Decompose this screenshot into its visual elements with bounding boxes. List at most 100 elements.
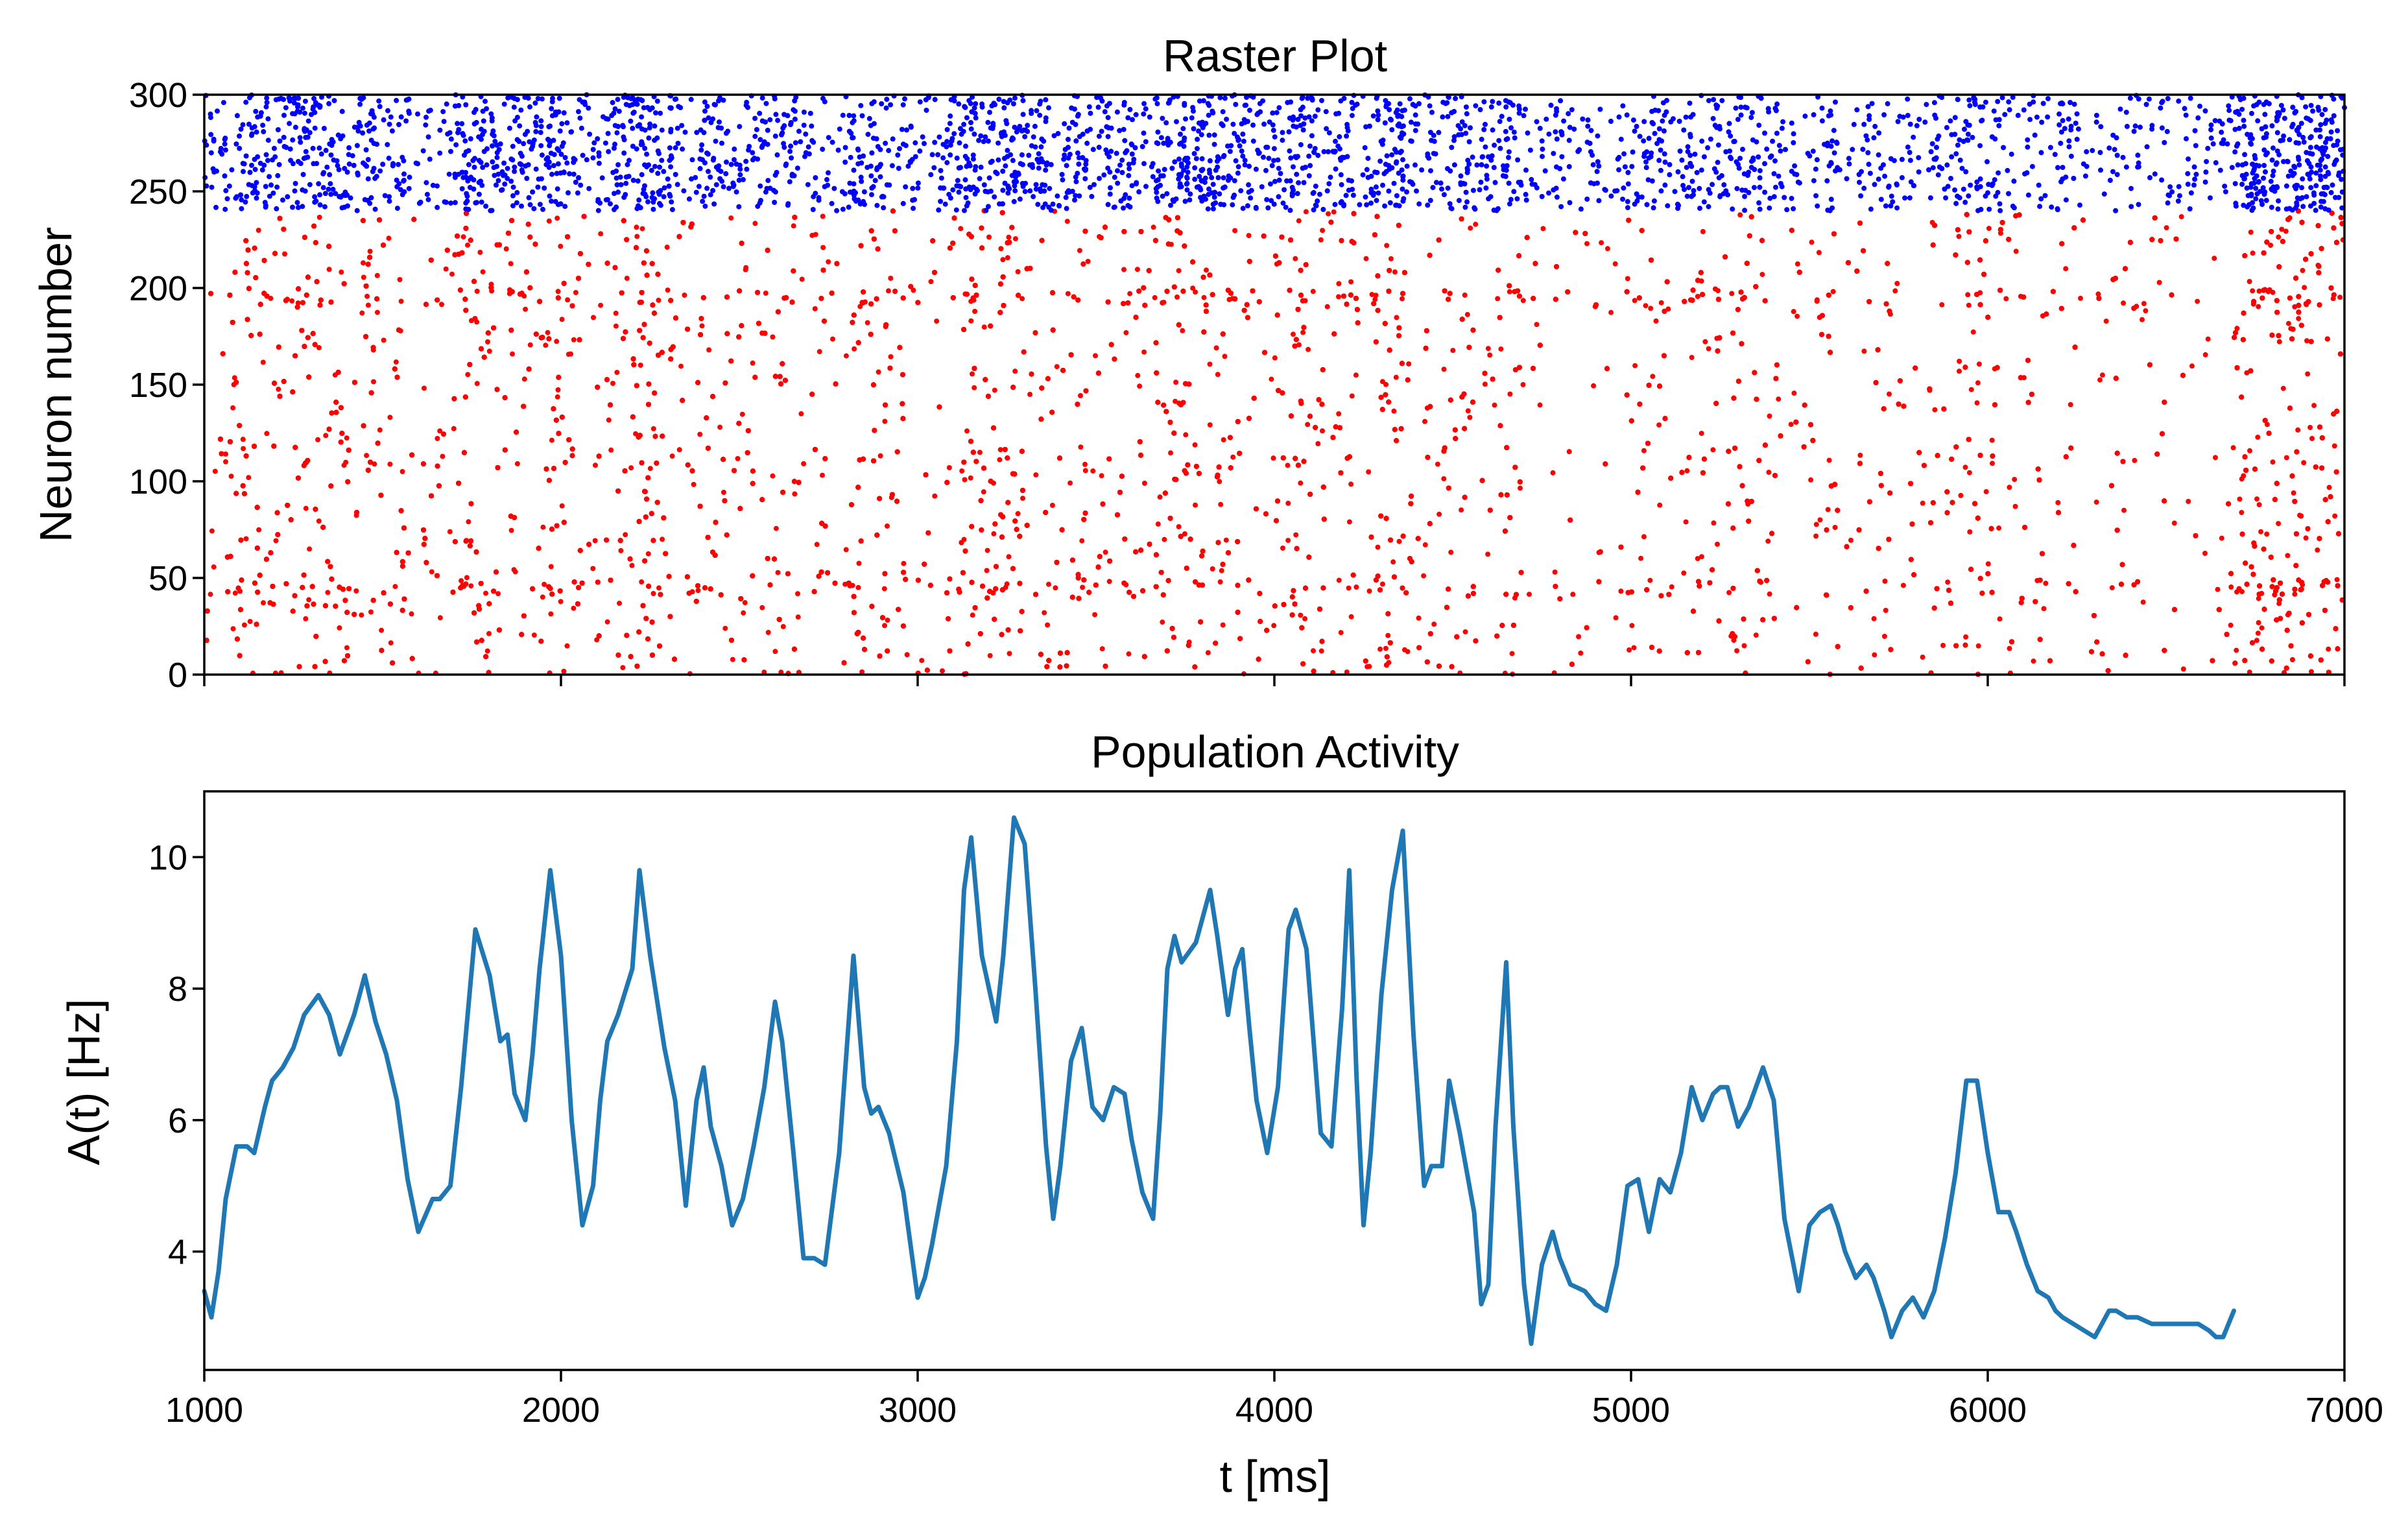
spike — [1534, 322, 1540, 328]
spike — [1966, 470, 1972, 475]
spike — [2285, 553, 2291, 558]
spike — [2211, 256, 2217, 261]
spike — [1975, 643, 1981, 649]
spike — [2331, 443, 2337, 449]
spike — [986, 234, 992, 240]
spike — [464, 575, 470, 581]
spike — [1141, 481, 1147, 486]
spike — [1702, 339, 1708, 344]
spike — [2234, 326, 2240, 331]
spike — [548, 564, 554, 570]
spike — [2234, 647, 2239, 653]
spike — [1007, 651, 1012, 656]
spike — [2254, 638, 2259, 643]
spike — [1957, 359, 1962, 364]
spike — [2097, 377, 2103, 383]
spike — [571, 337, 577, 342]
raster-ylabel: Neuron number — [30, 227, 81, 542]
spike — [928, 279, 934, 285]
spike — [1759, 272, 1765, 278]
spike — [1578, 650, 1584, 656]
spike — [379, 627, 385, 633]
spike — [1383, 645, 1389, 651]
spike — [1576, 634, 1582, 640]
spike — [885, 523, 890, 529]
spike — [437, 615, 443, 621]
spike — [699, 323, 705, 329]
spike — [2247, 279, 2252, 284]
spike — [628, 465, 634, 471]
spike — [474, 381, 480, 387]
spike — [514, 461, 520, 466]
spike — [2093, 499, 2099, 505]
spike — [2337, 294, 2343, 300]
spike — [1336, 281, 1342, 287]
spike — [1710, 447, 1716, 453]
spike — [1162, 536, 1167, 542]
spike — [773, 525, 779, 531]
spike — [1296, 342, 1302, 348]
spike — [554, 394, 560, 400]
spike — [1882, 579, 1888, 584]
spike — [1082, 461, 1088, 467]
spike — [1366, 664, 1372, 669]
spike — [1983, 489, 1989, 494]
spike — [449, 271, 455, 277]
raster-title: Raster Plot — [1163, 30, 1387, 81]
spike — [1046, 581, 1051, 587]
spike — [1082, 468, 1088, 474]
spike — [656, 585, 662, 591]
spike — [2247, 448, 2252, 453]
spike — [664, 245, 670, 250]
spike — [1217, 479, 1222, 485]
spike — [377, 427, 383, 433]
spike — [1830, 289, 1836, 294]
spike — [1384, 243, 1390, 248]
spike — [722, 625, 728, 631]
spike — [1204, 267, 1209, 273]
spike — [531, 632, 537, 638]
spike — [1608, 309, 1614, 315]
spike — [1436, 511, 1442, 517]
spike — [817, 349, 822, 355]
spike — [594, 637, 600, 643]
spike — [1650, 374, 1656, 379]
spike — [2256, 620, 2261, 625]
spike — [1990, 461, 1995, 466]
spike — [770, 473, 776, 479]
spike — [1134, 267, 1140, 272]
spike — [2315, 547, 2320, 553]
spike — [1422, 418, 1427, 424]
spike — [247, 619, 253, 625]
spike — [559, 317, 565, 322]
spike — [521, 293, 527, 299]
spike — [669, 453, 675, 459]
spike — [623, 532, 628, 538]
spike — [706, 347, 712, 353]
spike — [1373, 293, 1379, 298]
spike — [323, 433, 329, 438]
spike — [2326, 485, 2332, 490]
spike — [326, 267, 332, 272]
spike — [1495, 296, 1501, 302]
spike — [2012, 503, 2018, 509]
spike — [256, 527, 262, 533]
spike — [791, 223, 796, 229]
spike — [246, 475, 252, 481]
spike — [604, 619, 610, 625]
spike — [1092, 612, 1098, 618]
spike — [1192, 442, 1198, 448]
spike — [1766, 470, 1772, 475]
spike — [2256, 304, 2261, 309]
spike — [437, 428, 443, 434]
spike — [759, 605, 765, 610]
spike — [1665, 306, 1671, 312]
spike — [598, 231, 604, 237]
spike — [1857, 452, 1863, 458]
spike — [1173, 379, 1179, 385]
spike — [1390, 559, 1396, 565]
spike — [386, 235, 392, 241]
spike — [991, 531, 997, 536]
spike — [799, 276, 805, 282]
spike — [558, 599, 564, 605]
